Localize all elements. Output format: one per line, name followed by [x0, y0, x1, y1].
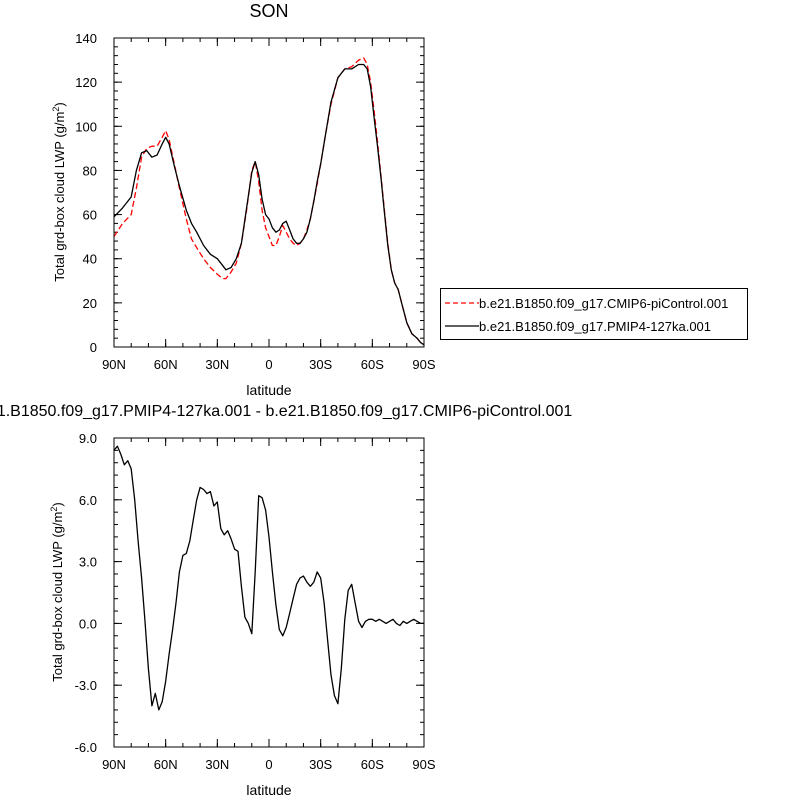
bottom-panel-y-label-close: ): [50, 502, 65, 506]
top-panel-series-line-1: [113, 63, 425, 346]
top-panel-x-tick-label: 90S: [412, 357, 435, 372]
bottom-panel-x-tick-label: 90S: [412, 757, 435, 772]
legend-item-127ka: b.e21.B1850.f09_g17.PMIP4-127ka.001: [445, 315, 711, 337]
top-panel-frame: [113, 37, 425, 348]
top-panel-y-tick-label: 40: [83, 252, 97, 267]
bottom-panel-y-tick-label: 9.0: [79, 431, 97, 446]
bottom-panel-y-label-text: Total grd-box cloud LWP (g/m: [50, 512, 65, 682]
top-panel-y-tick-label: 0: [90, 340, 97, 355]
bottom-panel-title: b.e21.B1850.f09_g17.PMIP4-127ka.001 - b.…: [0, 403, 572, 420]
top-panel-y-tick-label: 80: [83, 163, 97, 178]
top-panel-y-label-text: Total grd-box cloud LWP (g/m: [52, 112, 67, 282]
top-panel-x-tick-label: 60S: [361, 357, 384, 372]
top-panel-x-tick-label: 30N: [205, 357, 229, 372]
bottom-panel-x-label: latitude: [246, 782, 291, 798]
top-panel-y-tick-label: 140: [75, 31, 97, 46]
bottom-panel-series-line-0: [113, 445, 424, 711]
top-panel-y-tick-label: 100: [75, 119, 97, 134]
top-panel-y-tick-label: 120: [75, 75, 97, 90]
bottom-panel-x-tick-label: 60S: [361, 757, 384, 772]
bottom-panel-x-tick-label: 30S: [309, 757, 332, 772]
top-panel-x-label: latitude: [246, 382, 291, 398]
bottom-panel-x-tick-label: 90N: [102, 757, 126, 772]
legend: b.e21.B1850.f09_g17.CMIP6-piControl.001 …: [440, 288, 748, 340]
bottom-panel: b.e21.B1850.f09_g17.PMIP4-127ka.001 - b.…: [0, 403, 572, 798]
top-panel: SON Total grd-box cloud LWP (g/m2) latit…: [51, 1, 436, 398]
top-panel-y-tick-label: 60: [83, 208, 97, 223]
bottom-panel-x-tick-label: 0: [265, 757, 272, 772]
top-panel-y-label-close: ): [52, 102, 67, 106]
legend-item-picontrol: b.e21.B1850.f09_g17.CMIP6-piControl.001: [445, 292, 728, 314]
top-panel-x-tick-label: 90N: [102, 357, 126, 372]
bottom-panel-y-label-superscript: 2: [49, 507, 59, 512]
bottom-panel-ticks: 90N 60N 30N 0 30S 60S 90S -6.0 -3.0 0.0 3.0 6.0 9.0: [75, 431, 436, 772]
bottom-panel-y-tick-label: 3.0: [79, 555, 97, 570]
top-panel-x-tick-label: 30S: [309, 357, 332, 372]
bottom-panel-x-tick-label: 60N: [154, 757, 178, 772]
bottom-panel-y-label: Total grd-box cloud LWP (g/m2): [49, 502, 65, 681]
top-panel-series-line-0: [113, 57, 425, 346]
legend-label-picontrol: b.e21.B1850.f09_g17.CMIP6-piControl.001: [479, 295, 729, 311]
top-panel-y-label-superscript: 2: [51, 107, 61, 112]
top-panel-x-tick-label: 60N: [154, 357, 178, 372]
top-panel-x-tick-label: 0: [265, 357, 272, 372]
top-panel-y-label: Total grd-box cloud LWP (g/m2): [51, 102, 67, 281]
legend-label-127ka: b.e21.B1850.f09_g17.PMIP4-127ka.001: [479, 318, 712, 334]
bottom-panel-y-tick-label: 6.0: [79, 493, 97, 508]
bottom-panel-y-tick-label: -6.0: [75, 740, 97, 755]
top-panel-ticks: 90N 60N 30N 0 30S 60S 90S 0 20 40 60 80 100 120 140: [75, 31, 436, 372]
bottom-panel-y-tick-label: -3.0: [75, 678, 97, 693]
bottom-panel-series: [113, 445, 424, 711]
legend-swatch-dashed-red: [445, 302, 479, 304]
bottom-panel-x-tick-label: 30N: [205, 757, 229, 772]
bottom-panel-frame: [113, 437, 425, 748]
top-panel-series: [113, 57, 425, 346]
top-panel-title: SON: [249, 1, 288, 21]
bottom-panel-y-tick-label: 0.0: [79, 616, 97, 631]
legend-swatch-solid-black: [445, 325, 479, 327]
top-panel-y-tick-label: 20: [83, 296, 97, 311]
